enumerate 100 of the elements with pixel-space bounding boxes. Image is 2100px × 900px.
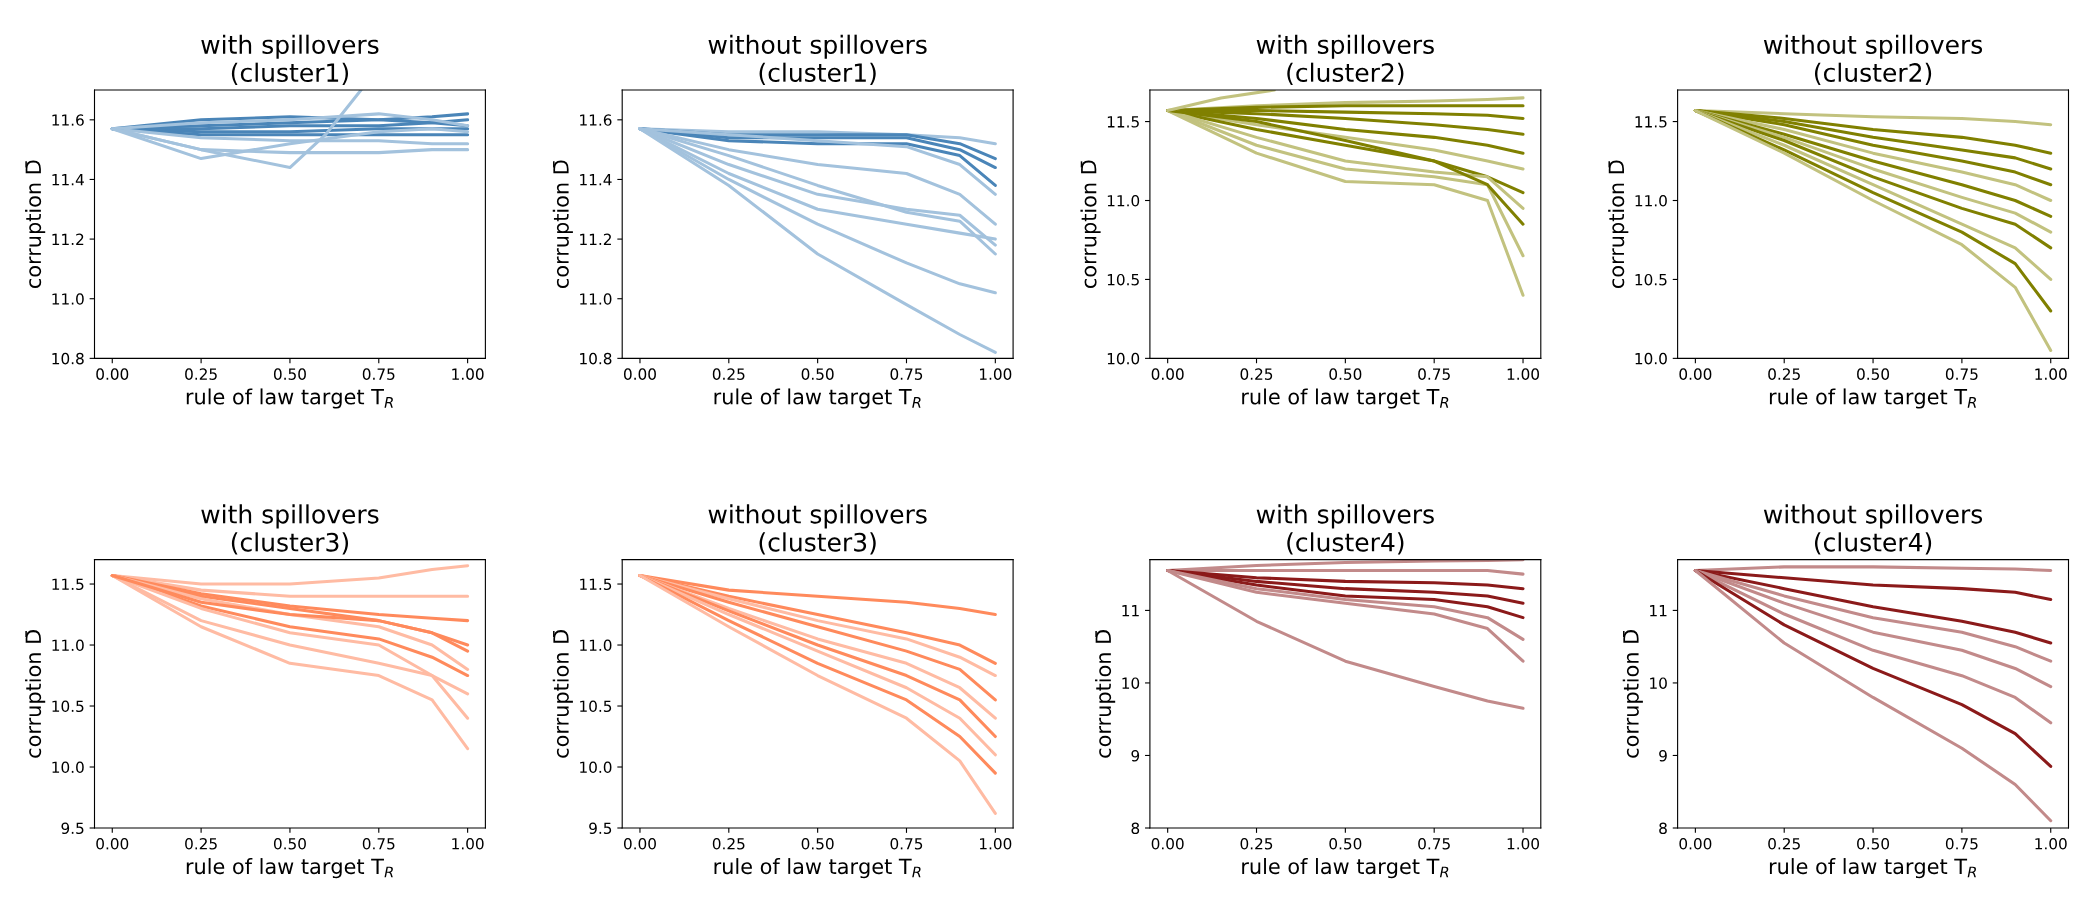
y-tick-label: 10 (1650, 677, 1667, 689)
x-tick-label: 0.25 (712, 837, 745, 850)
y-tick-label: 11.0 (580, 639, 612, 652)
chart-title: without spillovers (cluster4) (1763, 504, 1983, 555)
chart-title: without spillovers (cluster2) (1763, 34, 1983, 85)
x-tick-label: 0.50 (1329, 368, 1362, 380)
x-tick-label: 0.00 (1679, 837, 1712, 850)
y-tick-label: 9.5 (589, 822, 612, 835)
y-tick-label: 10.8 (580, 352, 612, 365)
x-tick-label: 0.50 (1857, 368, 1890, 380)
y-axis-title: corruption D̄ (1080, 160, 1101, 289)
y-tick-label: 10.0 (1107, 352, 1140, 365)
y-tick-label: 10.5 (1635, 273, 1667, 286)
chart-title: with spillovers (cluster3) (201, 504, 379, 555)
x-tick-label: 1.00 (2035, 368, 2067, 380)
y-tick-label: 9.5 (61, 822, 84, 835)
y-tick-label: 11.2 (52, 233, 84, 245)
x-tick-label: 0.00 (1679, 368, 1712, 380)
x-axis-title: rule of law target T$_{R}$ (1242, 858, 1449, 879)
y-axis-title: corruption D̄ (25, 630, 46, 758)
y-tick-label: 10.0 (1635, 352, 1667, 365)
x-tick-label: 0.75 (362, 368, 395, 380)
x-axis-title: rule of law target T$_{R}$ (1242, 388, 1449, 409)
y-tick-label: 10.5 (580, 700, 612, 713)
x-tick-label: 1.00 (980, 837, 1012, 850)
y-tick-label: 11.0 (52, 293, 84, 305)
y-tick-label: 11.5 (1107, 116, 1139, 128)
x-tick-label: 0.00 (1151, 837, 1184, 850)
chart-title: with spillovers (cluster2) (1256, 34, 1434, 85)
x-tick-label: 1.00 (1507, 837, 1540, 850)
x-tick-label: 0.00 (1151, 368, 1184, 380)
chart-title: with spillovers (cluster4) (1256, 504, 1434, 555)
x-tick-label: 0.50 (1857, 837, 1890, 850)
y-tick-label: 10 (1122, 677, 1140, 689)
x-tick-label: 0.25 (185, 368, 217, 380)
x-tick-label: 0.00 (96, 837, 129, 850)
x-tick-label: 0.75 (1418, 837, 1450, 850)
x-tick-label: 0.25 (1240, 837, 1273, 850)
x-tick-label: 0.50 (273, 368, 306, 380)
x-tick-label: 0.75 (1418, 368, 1450, 380)
y-axis-title: corruption D̄ (552, 160, 573, 289)
y-tick-label: 10.5 (52, 700, 84, 713)
x-tick-label: 0.00 (96, 368, 129, 380)
x-tick-label: 1.00 (452, 368, 484, 380)
y-tick-label: 11.5 (52, 578, 84, 591)
y-tick-label: 11 (1650, 605, 1667, 617)
y-axis-title: corruption D̄ (25, 160, 46, 289)
x-tick-label: 0.75 (1945, 368, 1978, 380)
chart-title: with spillovers (cluster1) (201, 34, 379, 85)
y-tick-label: 9 (1659, 749, 1667, 762)
y-axis-title: corruption D̄ (1622, 630, 1643, 758)
chart-title: without spillovers (cluster3) (708, 504, 927, 555)
y-tick-label: 11.5 (580, 578, 612, 591)
y-tick-label: 11.0 (1107, 194, 1140, 207)
y-axis-title: corruption D̄ (552, 630, 573, 758)
x-tick-label: 0.50 (1329, 837, 1362, 850)
y-tick-label: 11 (1122, 605, 1139, 617)
x-tick-label: 1.00 (1507, 368, 1540, 380)
x-tick-label: 0.75 (362, 837, 395, 850)
x-axis-title: rule of law target T$_{R}$ (1769, 388, 1976, 409)
x-tick-label: 0.75 (890, 368, 923, 380)
x-tick-label: 0.25 (1240, 368, 1273, 380)
y-tick-label: 11.6 (580, 114, 612, 126)
y-tick-label: 10.0 (580, 761, 612, 774)
y-axis-title: corruption D̄ (1608, 160, 1629, 289)
y-tick-label: 11.0 (1635, 194, 1667, 207)
chart-title: without spillovers (cluster1) (708, 34, 927, 85)
x-tick-label: 0.75 (1945, 837, 1978, 850)
x-tick-label: 1.00 (452, 837, 484, 850)
x-tick-label: 0.25 (185, 837, 217, 850)
y-tick-label: 11.4 (52, 174, 84, 186)
x-axis-title: rule of law target T$_{R}$ (186, 388, 393, 409)
y-tick-label: 11.2 (580, 233, 611, 245)
x-tick-label: 0.75 (890, 837, 923, 850)
y-tick-label: 9 (1131, 749, 1140, 762)
y-axis-title: corruption D̄ (1095, 630, 1116, 758)
x-tick-label: 0.00 (623, 368, 656, 380)
x-axis-title: rule of law target T$_{R}$ (714, 858, 921, 879)
y-tick-label: 8 (1659, 822, 1667, 835)
x-axis-title: rule of law target T$_{R}$ (186, 858, 393, 879)
x-tick-label: 0.00 (623, 837, 656, 850)
y-tick-label: 11.6 (52, 114, 84, 126)
y-tick-label: 10.8 (52, 352, 84, 365)
x-axis-title: rule of law target T$_{R}$ (714, 388, 921, 409)
x-axis-title: rule of law target T$_{R}$ (1769, 858, 1976, 879)
x-tick-label: 0.25 (1768, 368, 1800, 380)
y-tick-label: 11.0 (580, 293, 612, 305)
x-tick-label: 0.50 (273, 837, 306, 850)
y-tick-label: 11.4 (580, 174, 612, 186)
y-tick-label: 11.0 (52, 639, 84, 652)
x-tick-label: 0.25 (1768, 837, 1800, 850)
x-tick-label: 0.50 (801, 837, 834, 850)
x-tick-label: 1.00 (2035, 837, 2067, 850)
y-tick-label: 10.0 (52, 761, 84, 774)
x-tick-label: 1.00 (980, 368, 1012, 380)
x-tick-label: 0.50 (801, 368, 834, 380)
x-tick-label: 0.25 (712, 368, 745, 380)
y-tick-label: 8 (1131, 822, 1140, 835)
y-tick-label: 10.5 (1107, 273, 1139, 286)
y-tick-label: 11.5 (1635, 116, 1667, 128)
